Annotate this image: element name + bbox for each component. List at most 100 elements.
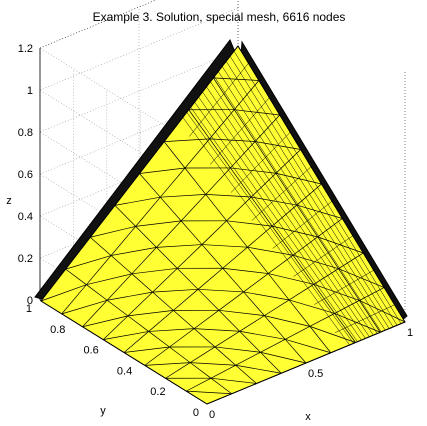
mesh-edge <box>335 304 395 333</box>
mesh-edge <box>82 326 104 340</box>
surface-plot <box>34 39 408 405</box>
mesh-edge <box>107 291 153 301</box>
mesh-edge <box>40 300 62 315</box>
mesh-edge <box>110 255 133 275</box>
mesh-edge <box>205 194 227 222</box>
mesh-edge <box>359 300 406 323</box>
mesh-edge <box>193 328 216 348</box>
mesh-edge <box>285 338 331 354</box>
z-tick-label: 0 <box>27 295 33 307</box>
mesh-edge <box>40 284 87 302</box>
mesh-edge <box>144 365 166 379</box>
mesh-edge <box>218 309 265 316</box>
mesh-edge <box>160 167 186 198</box>
x-tick-label: 0 <box>209 409 215 421</box>
mesh-edge <box>214 346 236 366</box>
mesh-edge <box>106 273 133 301</box>
chart-title: Example 3. Solution, special mesh, 6616 … <box>93 10 346 24</box>
mesh-edge <box>89 205 116 238</box>
mesh-edge <box>251 166 312 221</box>
mesh-edge <box>65 268 87 285</box>
mesh-edge <box>186 390 232 395</box>
mesh-edge <box>152 288 199 293</box>
mesh-edge <box>226 220 248 248</box>
mesh-edge <box>156 244 202 248</box>
x-axis-label: x <box>305 411 311 423</box>
mesh-edge <box>260 351 307 364</box>
mesh-edge <box>210 377 232 395</box>
mesh-edge <box>284 339 307 364</box>
mesh-edge <box>165 377 187 392</box>
mesh-edge <box>264 299 290 316</box>
mesh-edge <box>190 346 216 363</box>
mesh-edge <box>139 167 185 174</box>
mesh-edge <box>293 235 353 277</box>
mesh-edge <box>288 299 335 314</box>
mesh-edge <box>184 167 207 195</box>
z-tick-label: 0.6 <box>18 169 33 181</box>
mesh-edge <box>209 97 270 165</box>
mesh-edge <box>267 273 290 301</box>
mesh-edge <box>338 268 385 288</box>
mesh-edge <box>165 362 191 379</box>
mesh-edge <box>243 273 269 293</box>
mesh-edge <box>243 291 290 301</box>
mesh-edge <box>123 346 170 353</box>
mesh-edge <box>234 109 280 116</box>
mesh-edge <box>235 364 257 384</box>
mesh-edge <box>135 226 157 248</box>
z-tick-label: 0.8 <box>18 127 33 139</box>
mesh-edge <box>305 352 331 364</box>
mesh-edge <box>262 183 322 235</box>
y-tick-label: 0.8 <box>50 324 65 336</box>
mesh-edge <box>218 310 240 332</box>
mesh-edge <box>264 315 311 327</box>
mesh-edge <box>163 141 186 169</box>
mesh-edge <box>61 313 83 328</box>
mesh-edge <box>235 364 282 374</box>
mesh-edge <box>296 204 343 219</box>
mesh-edge <box>201 220 227 245</box>
mesh-edge <box>314 270 374 305</box>
mesh-edge <box>288 299 311 327</box>
mesh-edge <box>190 362 212 379</box>
mesh-edge <box>281 362 307 374</box>
mesh-edge <box>144 346 170 366</box>
mesh-edge <box>303 252 364 291</box>
mesh-edge <box>160 196 182 222</box>
mesh-edge <box>239 331 261 353</box>
mesh-edge <box>247 246 269 274</box>
z-axis-label: z <box>6 195 12 207</box>
mesh-edge <box>173 289 199 311</box>
mesh-edge <box>206 393 232 405</box>
mesh-edge <box>144 362 191 366</box>
mesh-edge <box>222 267 269 274</box>
mesh-edge <box>103 315 129 340</box>
z-tick-label: 1 <box>27 85 33 97</box>
mesh-edge <box>190 362 236 366</box>
mesh-edge <box>40 268 66 302</box>
z-tick-label: 1.2 <box>18 43 33 55</box>
mesh-edge <box>210 364 236 379</box>
mesh-edge <box>324 287 385 319</box>
mesh-edge <box>222 246 248 269</box>
mesh-edge <box>82 315 129 328</box>
mesh-edge <box>65 237 91 270</box>
mesh-edge <box>156 247 178 269</box>
mesh-edge <box>272 225 318 238</box>
mesh-edge <box>106 300 129 317</box>
mesh-edge <box>139 173 161 198</box>
y-tick-label: 1 <box>26 303 32 315</box>
mesh-edge <box>199 80 260 151</box>
mesh-edge <box>127 291 153 317</box>
mesh-edge <box>86 284 108 301</box>
mesh-edge <box>178 45 239 123</box>
y-tick-label: 0 <box>193 407 199 419</box>
mesh-edge <box>309 326 356 343</box>
mesh-edge <box>209 138 256 142</box>
mesh-edge <box>103 339 125 353</box>
mesh-edge <box>218 291 244 311</box>
mesh-edge <box>164 138 210 142</box>
mesh-edge <box>156 220 182 248</box>
mesh-edge <box>292 254 339 269</box>
